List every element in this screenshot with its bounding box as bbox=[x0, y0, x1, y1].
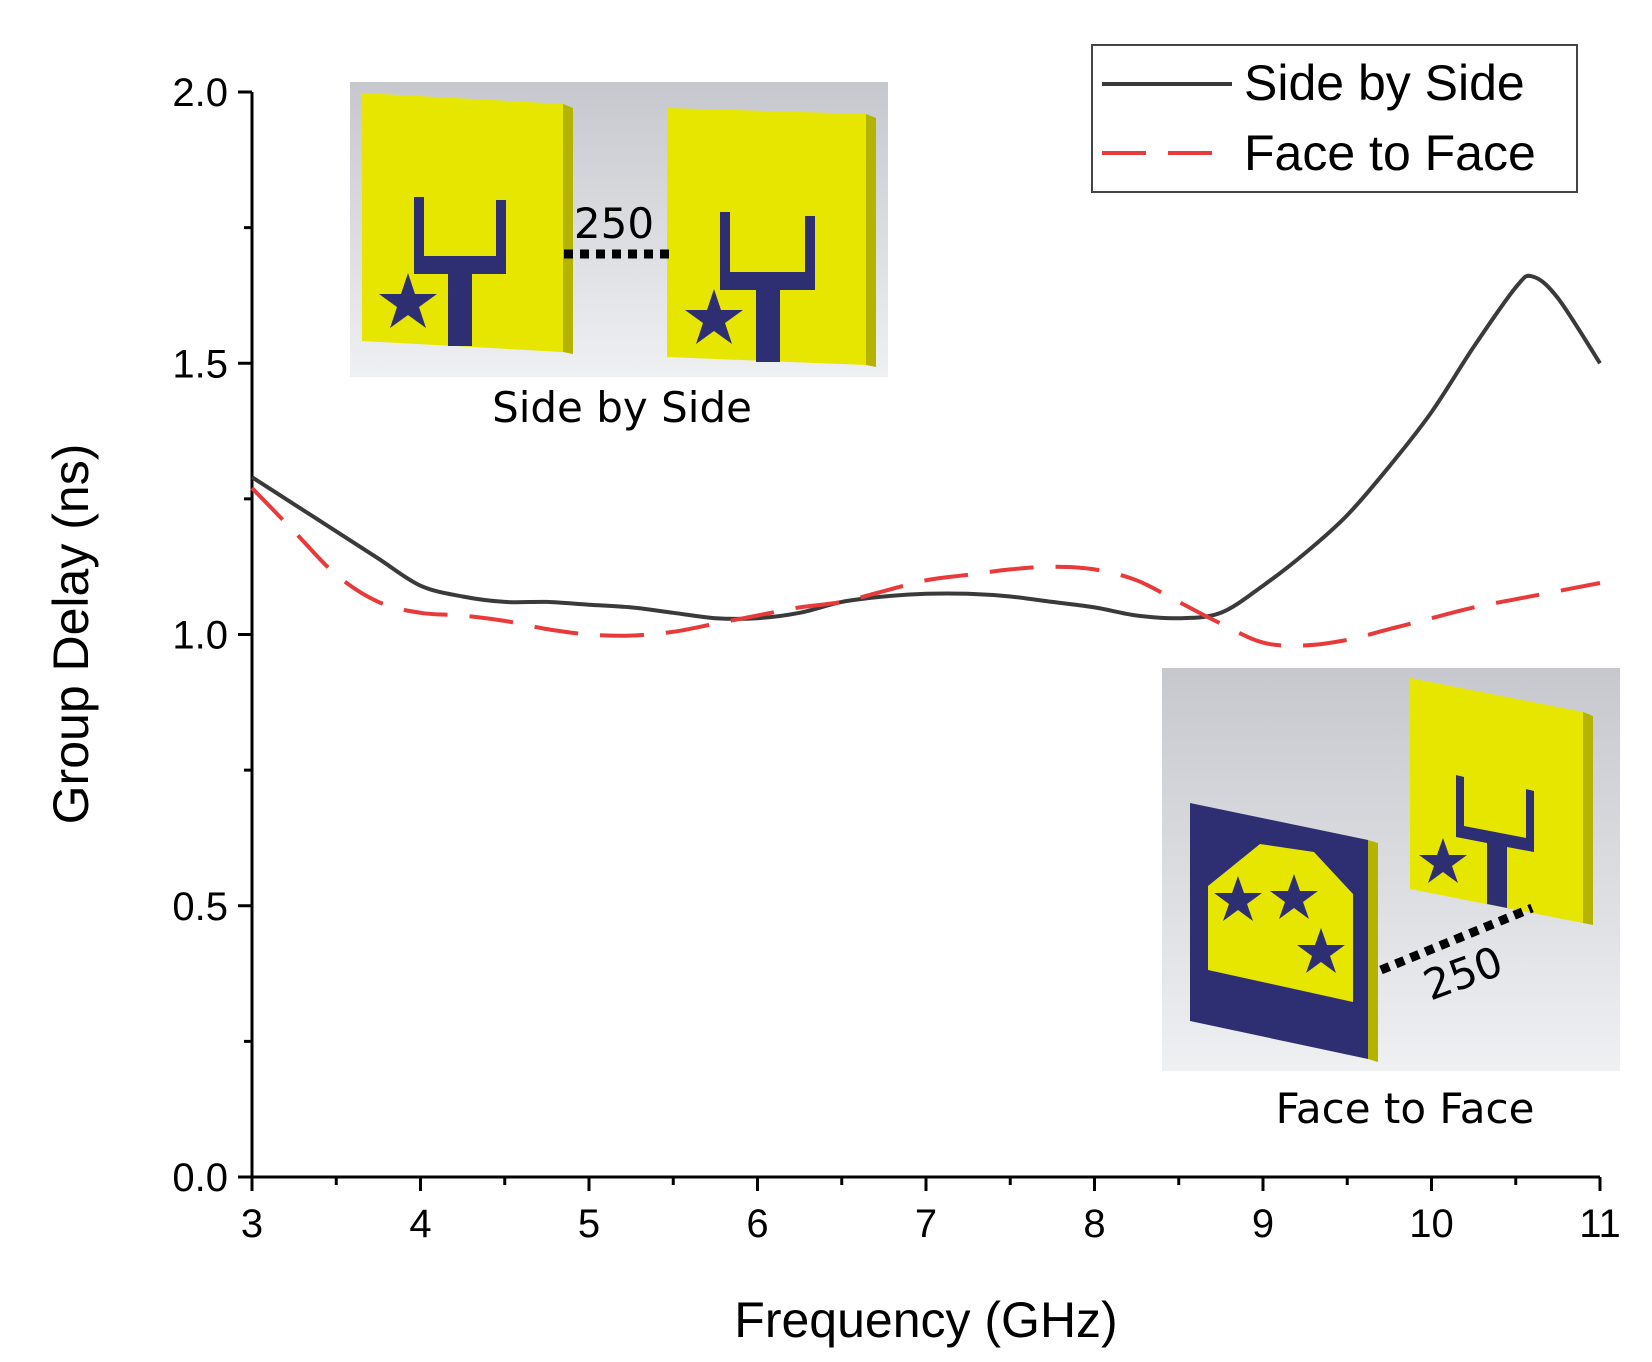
star-icon bbox=[379, 273, 437, 328]
distance-dotted-line bbox=[1379, 903, 1534, 975]
y-tick-label: 0.5 bbox=[172, 885, 228, 929]
x-tick-label: 11 bbox=[1579, 1202, 1621, 1246]
legend-box bbox=[1091, 44, 1578, 193]
x-tick-label: 8 bbox=[1083, 1202, 1105, 1246]
legend: Side by Side Face to Face bbox=[1091, 44, 1578, 193]
series-line-face-to-face bbox=[250, 486, 1601, 648]
star-icon bbox=[1297, 928, 1345, 973]
x-tick-label: 10 bbox=[1409, 1202, 1454, 1246]
inset-face-to-face: 250 Face to Face bbox=[1162, 668, 1620, 1133]
antenna-front-board bbox=[1368, 840, 1378, 1062]
y-ticks: 0.0 0.5 1.0 1.5 2.0 bbox=[172, 71, 252, 1200]
star-icon bbox=[1270, 874, 1318, 919]
inset-top-label: Side by Side bbox=[492, 383, 752, 432]
antenna-right-fork bbox=[720, 212, 815, 362]
series-line-side-by-side bbox=[250, 273, 1602, 621]
legend-label-side-by-side: Side by Side bbox=[1244, 55, 1525, 111]
antenna-back-board bbox=[1583, 712, 1593, 925]
antenna-right-board bbox=[866, 114, 876, 367]
y-tick-label: 0.0 bbox=[172, 1156, 228, 1200]
antenna-left-fork bbox=[414, 197, 506, 346]
x-tick-label: 9 bbox=[1252, 1202, 1274, 1246]
star-icon bbox=[685, 289, 743, 344]
x-tick-label: 4 bbox=[409, 1202, 431, 1246]
y-tick-label: 1.0 bbox=[172, 614, 228, 658]
inset-bottom-label: Face to Face bbox=[1276, 1084, 1535, 1133]
y-tick-label: 1.5 bbox=[172, 342, 228, 386]
star-icon bbox=[1419, 838, 1467, 883]
antenna-left-board bbox=[563, 104, 573, 354]
y-axis-label: Group Delay (ns) bbox=[43, 444, 99, 825]
series-layer bbox=[250, 273, 1602, 648]
x-axis-label: Frequency (GHz) bbox=[734, 1292, 1117, 1348]
legend-label-face-to-face: Face to Face bbox=[1244, 125, 1536, 181]
antenna-back-fork bbox=[1456, 775, 1534, 908]
x-tick-label: 6 bbox=[746, 1202, 768, 1246]
inset-top-distance: 250 bbox=[574, 199, 654, 248]
x-tick-label: 5 bbox=[578, 1202, 600, 1246]
y-tick-label: 2.0 bbox=[172, 71, 228, 115]
star-icon bbox=[1214, 876, 1262, 921]
inset-side-by-side: 250 Side by Side bbox=[350, 82, 888, 432]
x-tick-label: 7 bbox=[915, 1202, 937, 1246]
x-tick-label: 3 bbox=[241, 1202, 263, 1246]
x-ticks: 3 4 5 6 7 8 9 10 11 bbox=[241, 1177, 1621, 1246]
